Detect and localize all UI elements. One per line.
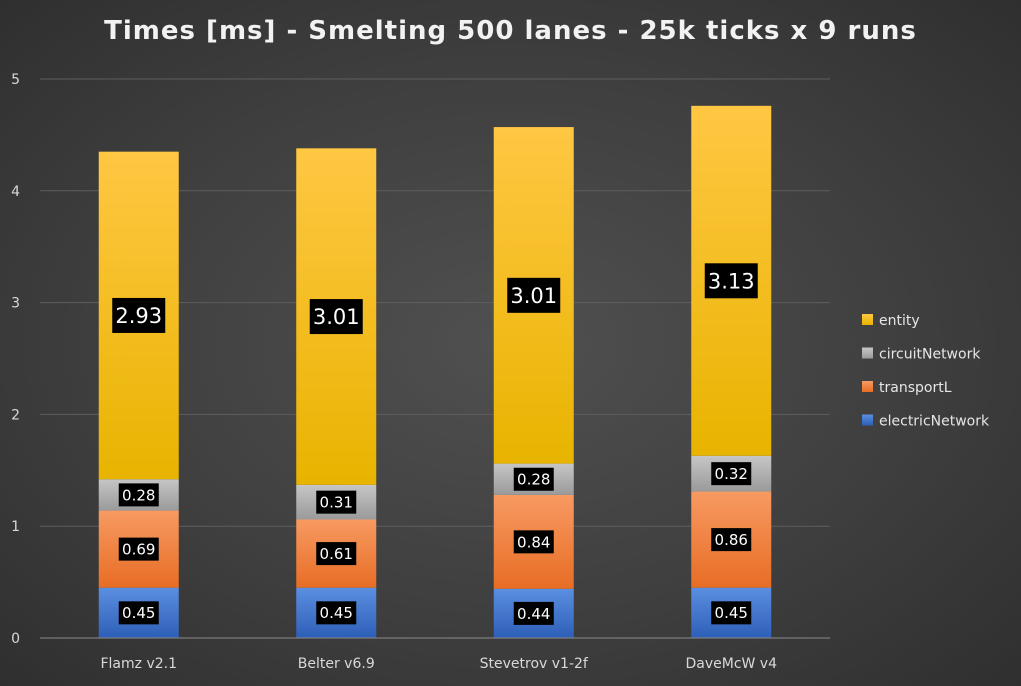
y-tick-label: 1 <box>11 519 20 535</box>
data-label: 0.69 <box>122 541 155 559</box>
y-tick-label: 0 <box>11 631 20 647</box>
x-tick-label: Flamz v2.1 <box>100 656 177 672</box>
data-label-box <box>513 467 554 491</box>
y-tick-label: 2 <box>11 407 20 423</box>
data-label-box <box>309 299 363 335</box>
data-label-box <box>704 263 758 299</box>
data-label-box <box>513 530 554 554</box>
data-label: 2.93 <box>115 304 162 328</box>
data-label-box <box>711 528 752 552</box>
data-label-box <box>118 483 159 507</box>
x-tick-label: Stevetrov v1-2f <box>480 656 589 672</box>
data-label: 0.28 <box>122 486 155 504</box>
data-label-box <box>118 537 159 561</box>
data-label-box <box>711 462 752 486</box>
y-tick-label: 5 <box>11 72 20 88</box>
data-label: 0.45 <box>715 604 748 622</box>
legend-swatch <box>862 381 873 392</box>
data-label: 0.61 <box>320 545 353 563</box>
data-label: 0.45 <box>320 604 353 622</box>
data-label-box <box>316 542 357 566</box>
legend-label: circuitNetwork <box>879 347 981 363</box>
legend-swatch <box>862 414 873 426</box>
data-label: 0.84 <box>517 533 550 551</box>
data-label: 0.31 <box>320 494 353 512</box>
legend-label: transportL <box>879 380 952 396</box>
data-label: 0.28 <box>517 471 550 489</box>
data-label: 3.01 <box>313 305 360 329</box>
legend-swatch <box>862 314 873 325</box>
legend-label: electricNetwork <box>879 414 990 430</box>
data-label-box <box>316 490 357 514</box>
x-tick-label: DaveMcW v4 <box>685 656 777 672</box>
data-label: 3.01 <box>510 284 557 308</box>
y-tick-label: 4 <box>11 184 20 200</box>
data-label-box <box>316 601 357 625</box>
x-tick-label: Belter v6.9 <box>298 656 375 672</box>
data-label: 0.86 <box>715 531 748 549</box>
data-label-box <box>507 277 561 313</box>
data-label-box <box>118 601 159 625</box>
data-label: 0.32 <box>715 465 748 483</box>
legend-swatch <box>862 347 873 359</box>
data-label: 0.45 <box>122 604 155 622</box>
data-label-box <box>112 297 166 333</box>
data-label: 0.44 <box>517 605 550 623</box>
data-label-box <box>711 601 752 625</box>
chart-title: Times [ms] - Smelting 500 lanes - 25k ti… <box>104 16 917 46</box>
legend-label: entity <box>879 313 920 329</box>
y-tick-label: 3 <box>11 296 20 312</box>
data-label: 3.13 <box>708 269 755 293</box>
data-label-box <box>513 601 554 625</box>
